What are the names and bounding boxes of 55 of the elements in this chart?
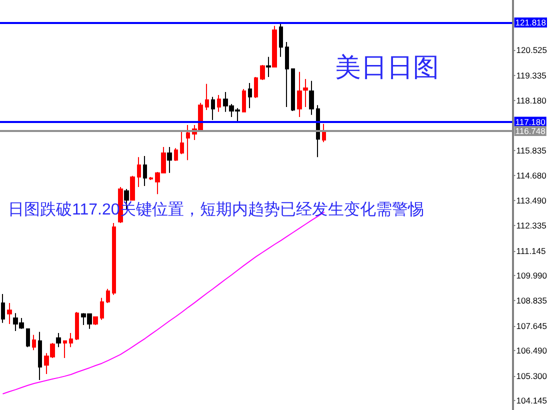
ref-line-label: 121.818 (515, 17, 546, 28)
y-tick-label: 104.145 (516, 396, 548, 406)
ref-line-label: 116.748 (515, 126, 546, 136)
y-tick-label: 105.300 (516, 370, 548, 381)
y-tick-label: 106.490 (516, 346, 548, 356)
candlestick (106, 288, 110, 304)
y-tick-label: 118.180 (516, 95, 547, 106)
y-tick-label: 109.990 (516, 270, 548, 281)
candlestick (279, 22, 283, 58)
candlestick (303, 78, 308, 108)
candlestick (56, 332, 61, 348)
candlestick (93, 316, 98, 326)
text: 美日日图 (335, 52, 439, 82)
candlestick (322, 123, 326, 143)
y-tick-label: 112.335 (516, 220, 547, 230)
candlestick (38, 331, 42, 381)
candlestick (186, 124, 190, 161)
candlestick (242, 88, 246, 113)
candlestick (180, 132, 184, 155)
candlestick (217, 94, 221, 112)
y-tick-label: 119.335 (516, 70, 547, 81)
candlestick (309, 80, 314, 116)
candlestick (100, 297, 104, 320)
candlestick (211, 96, 215, 121)
candlestick (137, 156, 141, 188)
y-tick-label: 108.835 (516, 295, 548, 306)
candlestick (130, 175, 135, 202)
candlestick (75, 311, 79, 341)
candlestick (272, 25, 277, 68)
y-tick-label: 115.835 (516, 146, 547, 156)
candlestick (32, 334, 36, 351)
y-tick-label: 120.525 (516, 45, 548, 56)
y-tick-label: 114.680 (516, 170, 547, 180)
candlestick (167, 146, 172, 174)
candlestick (205, 83, 209, 110)
y-tick-label: 113.490 (516, 196, 547, 206)
ref-line-label: 117.180 (515, 116, 546, 127)
candlestick (291, 68, 295, 112)
candlestick (260, 64, 265, 81)
candlestick (174, 148, 178, 162)
candlestick (254, 76, 258, 99)
candlestick (266, 56, 271, 78)
candlestick (7, 302, 12, 324)
candlestick (285, 41, 289, 108)
candlestick (69, 332, 73, 348)
candlestick (26, 328, 30, 348)
candlestick (248, 82, 252, 109)
candlestick (149, 176, 153, 180)
candlestick (1, 294, 5, 324)
y-tick-label: 107.645 (516, 320, 548, 331)
candlestick (297, 71, 302, 118)
candlestick (112, 222, 116, 296)
y-tick-label: 111.145 (516, 246, 546, 256)
candlestick (63, 340, 67, 358)
candlestick (143, 155, 147, 186)
